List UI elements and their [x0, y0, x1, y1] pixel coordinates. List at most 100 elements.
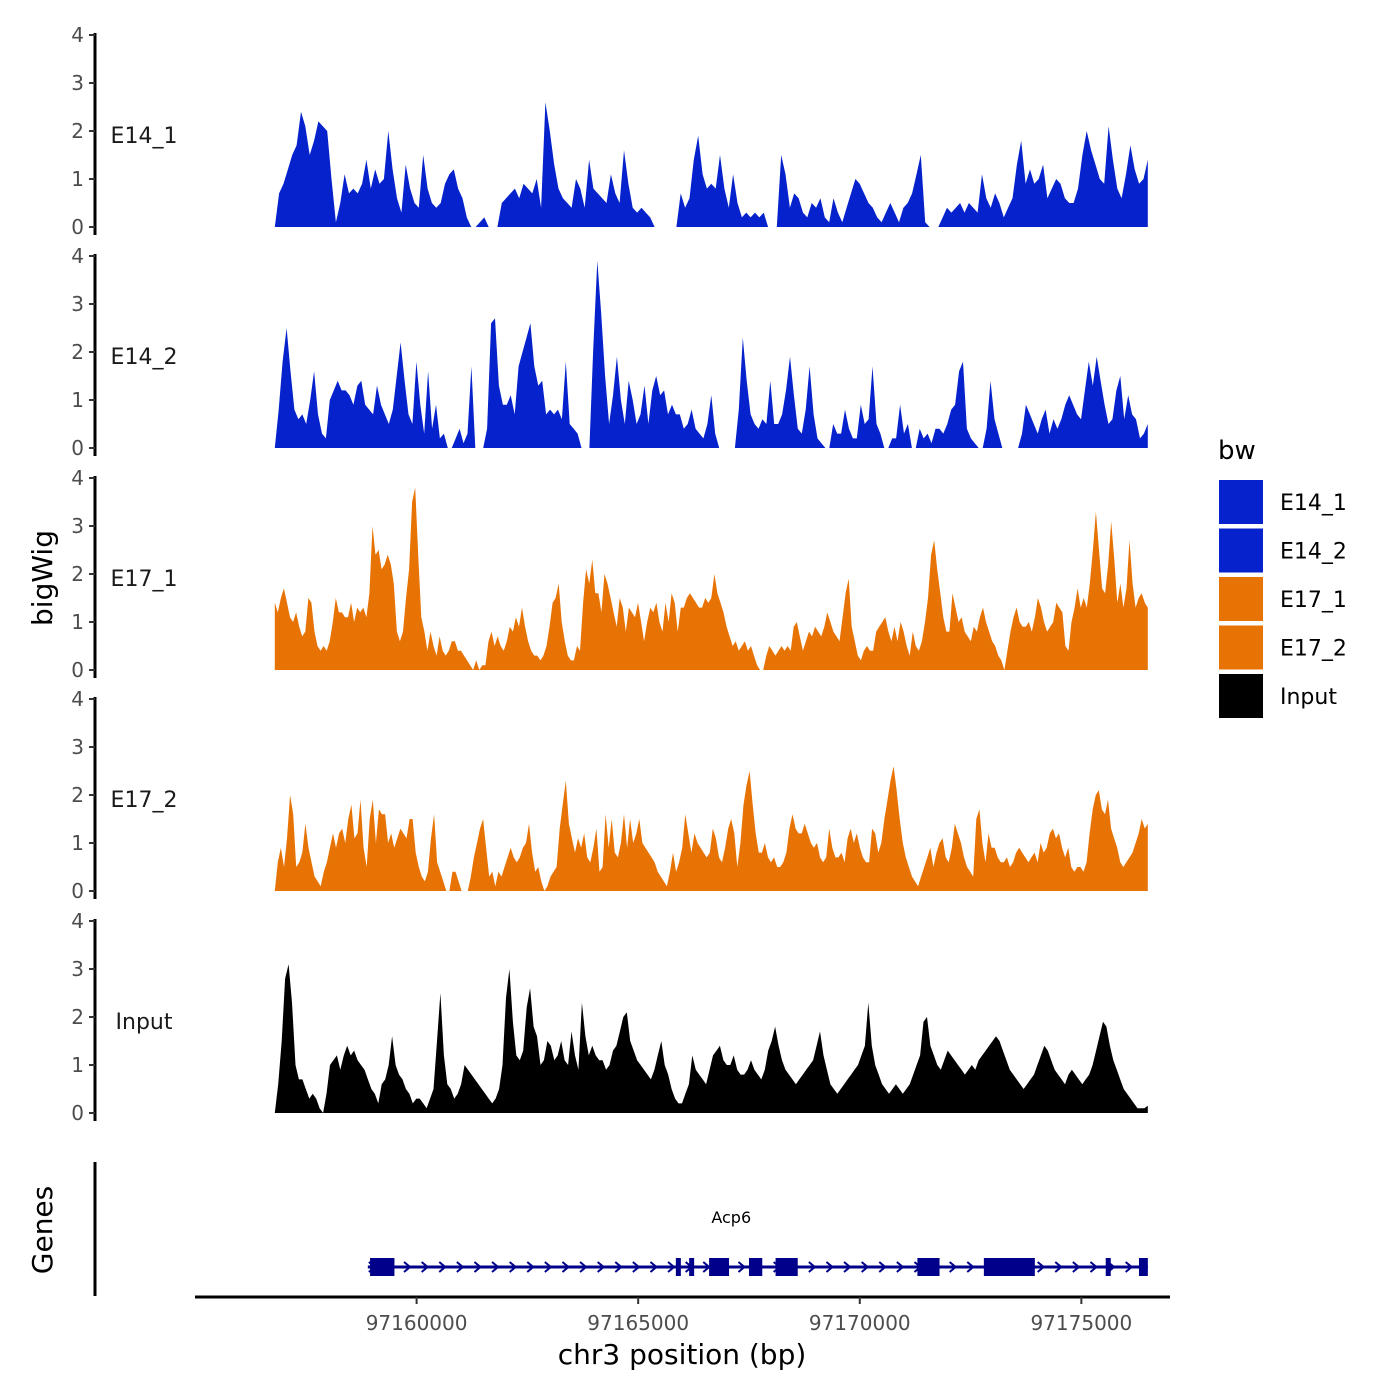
exon-2: [675, 1258, 681, 1276]
coverage-tracks: 0 1 2 3 4 E14_1 0 1 2 3 4 E14_2 0 1 2 3 4 E17_1 0 1 2 3 4 E17_2…: [71, 23, 1148, 1125]
y-tick-label-e17-2-1: 1: [71, 831, 84, 855]
y-tick-label-e14-2-3: 3: [71, 292, 84, 316]
strand-arrow: [896, 1261, 905, 1273]
strand-arrow: [737, 1261, 747, 1273]
strand-arrow: [632, 1261, 641, 1273]
x-tick-label-97165000: 97165000: [587, 1311, 689, 1335]
y-tick-label-e14-1-3: 3: [71, 71, 84, 95]
exon-6: [775, 1258, 798, 1276]
y-tick-label-input-3: 3: [71, 957, 84, 981]
strand-arrow: [509, 1261, 518, 1273]
strand-arrow: [1072, 1261, 1081, 1273]
track-e17-1: 0 1 2 3 4 E17_1: [71, 466, 1148, 682]
strand-arrow: [614, 1261, 623, 1273]
track-input: 0 1 2 3 4 Input: [71, 909, 1148, 1125]
track-label-e14-2: E14_2: [111, 345, 178, 370]
x-tick-label-97170000: 97170000: [809, 1311, 911, 1335]
legend-swatch-e14-2: [1219, 528, 1263, 573]
legend-label-e17-2: E17_2: [1280, 637, 1347, 662]
x-tick-label-97160000: 97160000: [366, 1311, 468, 1335]
exon-1: [370, 1258, 395, 1276]
strand-arrow: [561, 1261, 571, 1273]
strand-arrow: [843, 1261, 852, 1273]
strand-arrow: [808, 1261, 817, 1273]
strand-arrow: [861, 1261, 870, 1273]
y-tick-label-e14-2-0: 0: [71, 436, 84, 460]
strand-arrow: [825, 1261, 835, 1273]
strand-arrow: [1089, 1261, 1099, 1273]
track-label-e17-2: E17_2: [111, 788, 178, 813]
coverage-area-e14-2: [274, 260, 1148, 448]
genes-track-label: Genes: [26, 1186, 59, 1274]
strand-arrow: [1125, 1261, 1134, 1273]
x-axis-title: chr3 position (bp): [558, 1338, 807, 1371]
y-tick-label-e14-2-2: 2: [71, 340, 84, 364]
legend-swatch-e14-1: [1219, 480, 1263, 524]
track-e17-2: 0 1 2 3 4 E17_2: [71, 687, 1148, 903]
y-tick-label-e17-1-4: 4: [71, 466, 84, 490]
y-tick-label-e17-1-1: 1: [71, 610, 84, 634]
legend-label-e14-1: E14_1: [1280, 491, 1347, 516]
strand-arrow: [544, 1261, 553, 1273]
gene-name-label: Acp6: [711, 1208, 751, 1227]
strand-arrow: [597, 1261, 606, 1273]
y-tick-label-e14-2-4: 4: [71, 244, 84, 268]
exon-4: [709, 1258, 730, 1276]
y-axis-title: bigWig: [26, 530, 59, 626]
y-tick-label-input-1: 1: [71, 1053, 84, 1077]
y-tick-label-e17-2-2: 2: [71, 783, 84, 807]
y-tick-label-e14-2-1: 1: [71, 388, 84, 412]
strand-arrow: [403, 1261, 412, 1273]
y-tick-label-e17-2-4: 4: [71, 687, 84, 711]
legend-title: bw: [1218, 436, 1256, 466]
track-label-input: Input: [116, 1010, 173, 1035]
exon-10: [1138, 1258, 1148, 1276]
strand-arrow: [878, 1261, 887, 1273]
y-tick-label-e14-1-2: 2: [71, 119, 84, 143]
strand-arrow: [966, 1261, 975, 1273]
strand-arrow: [667, 1261, 676, 1273]
coverage-area-input: [274, 964, 1148, 1113]
track-e14-2: 0 1 2 3 4 E14_2: [71, 244, 1148, 460]
coverage-area-e17-1: [274, 487, 1148, 670]
genes-track: Genes Acp6: [26, 1162, 1148, 1296]
y-tick-label-e14-1-1: 1: [71, 167, 84, 191]
y-tick-label-input-4: 4: [71, 909, 84, 933]
strand-arrow: [649, 1261, 659, 1273]
track-label-e17-1: E17_1: [111, 567, 178, 592]
legend-label-e17-1: E17_1: [1280, 588, 1347, 613]
exon-3: [689, 1258, 695, 1276]
legend-label-e14-2: E14_2: [1280, 540, 1347, 565]
y-tick-label-e17-1-0: 0: [71, 658, 84, 682]
strand-arrow: [491, 1261, 500, 1273]
strand-arrow: [438, 1261, 447, 1273]
legend-swatch-e17-1: [1219, 577, 1263, 621]
strand-arrow: [456, 1261, 465, 1273]
x-tick-label-97175000: 97175000: [1030, 1311, 1132, 1335]
track-e14-1: 0 1 2 3 4 E14_1: [71, 23, 1148, 239]
strand-arrow: [1037, 1261, 1046, 1273]
exon-5: [748, 1258, 763, 1276]
y-tick-label-input-0: 0: [71, 1101, 84, 1125]
strand-arrow: [473, 1261, 483, 1273]
y-tick-label-e17-1-3: 3: [71, 514, 84, 538]
y-tick-label-e17-1-2: 2: [71, 562, 84, 586]
exon-7: [917, 1258, 940, 1276]
strand-arrow: [526, 1261, 535, 1273]
legend-swatch-e17-2: [1219, 625, 1263, 670]
strand-arrow: [579, 1261, 588, 1273]
exon-8: [983, 1258, 1035, 1276]
strand-arrow: [949, 1261, 958, 1273]
legend: bw E14_1 E14_2 E17_1 E17_2 Input: [1218, 436, 1347, 718]
legend-label-input: Input: [1280, 685, 1337, 710]
exon-9: [1105, 1258, 1111, 1276]
y-tick-label-e17-2-0: 0: [71, 879, 84, 903]
y-tick-label-e14-1-4: 4: [71, 23, 84, 47]
track-label-e14-1: E14_1: [111, 124, 178, 149]
y-tick-label-e14-1-0: 0: [71, 215, 84, 239]
y-tick-label-input-2: 2: [71, 1005, 84, 1029]
coverage-area-e14-1: [274, 102, 1148, 227]
y-tick-label-e17-2-3: 3: [71, 735, 84, 759]
strand-arrow: [1054, 1261, 1063, 1273]
